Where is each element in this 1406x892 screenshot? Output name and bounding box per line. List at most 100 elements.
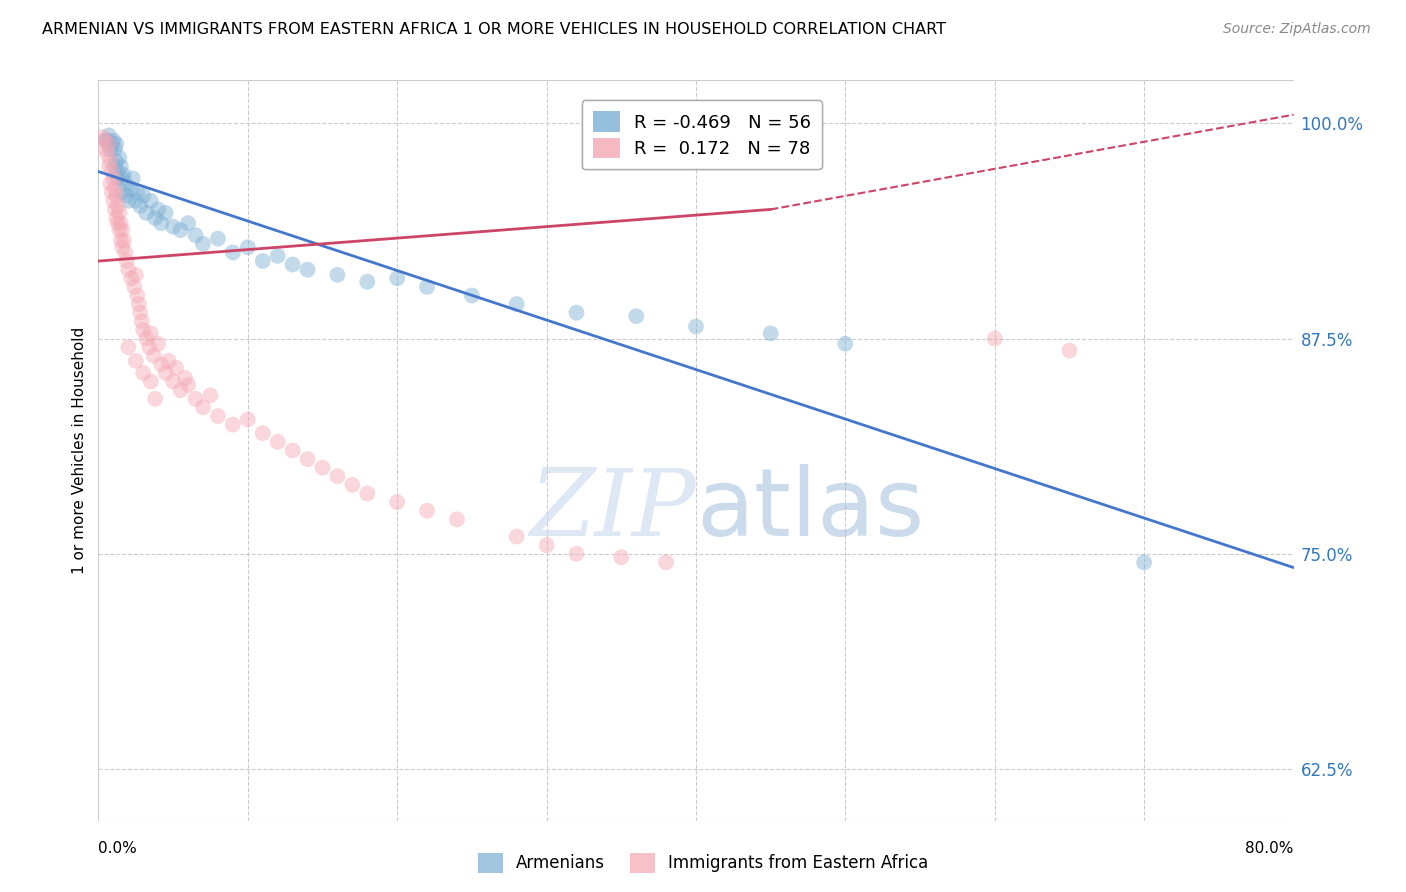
Point	[114, 245, 136, 260]
Point	[125, 194, 148, 208]
Point	[96, 147, 118, 161]
Point	[108, 151, 131, 165]
Point	[98, 154, 122, 169]
Point	[121, 171, 143, 186]
Point	[297, 452, 319, 467]
Point	[150, 216, 173, 230]
Point	[626, 309, 648, 323]
Point	[112, 234, 135, 248]
Point	[162, 375, 184, 389]
Point	[236, 240, 259, 254]
Point	[169, 223, 191, 237]
Point	[127, 185, 149, 199]
Point	[101, 136, 124, 151]
Point	[150, 357, 173, 371]
Point	[1059, 343, 1081, 358]
Point	[655, 555, 678, 569]
Point	[342, 478, 364, 492]
Point	[125, 354, 148, 368]
Point	[105, 136, 128, 151]
Point	[127, 288, 149, 302]
Point	[281, 258, 304, 272]
Point	[96, 134, 118, 148]
Y-axis label: 1 or more Vehicles in Household: 1 or more Vehicles in Household	[72, 326, 87, 574]
Point	[125, 268, 148, 282]
Point	[165, 360, 187, 375]
Point	[107, 216, 129, 230]
Point	[281, 443, 304, 458]
Point	[311, 460, 333, 475]
Point	[139, 194, 162, 208]
Point	[200, 388, 222, 402]
Point	[120, 271, 142, 285]
Point	[207, 409, 229, 423]
Point	[169, 383, 191, 397]
Point	[105, 154, 128, 169]
Point	[110, 216, 132, 230]
Text: Source: ZipAtlas.com: Source: ZipAtlas.com	[1223, 22, 1371, 37]
Point	[834, 336, 856, 351]
Point	[108, 223, 131, 237]
Point	[267, 249, 290, 263]
Point	[506, 297, 529, 311]
Point	[356, 486, 378, 500]
Point	[98, 177, 122, 191]
Point	[138, 340, 160, 354]
Point	[128, 297, 150, 311]
Point	[104, 160, 127, 174]
Point	[91, 130, 114, 145]
Point	[132, 366, 155, 380]
Point	[184, 392, 207, 406]
Point	[110, 160, 132, 174]
Point	[461, 288, 484, 302]
Point	[111, 185, 134, 199]
Point	[326, 469, 349, 483]
Point	[157, 354, 180, 368]
Point	[139, 326, 162, 341]
Point	[111, 240, 134, 254]
Point	[416, 280, 439, 294]
Point	[610, 550, 633, 565]
Point	[267, 434, 290, 449]
Point	[117, 340, 139, 354]
Point	[111, 223, 134, 237]
Point	[103, 134, 125, 148]
Text: ZIP: ZIP	[529, 465, 696, 555]
Point	[104, 142, 127, 156]
Point	[107, 171, 129, 186]
Point	[124, 280, 146, 294]
Point	[97, 128, 120, 143]
Point	[416, 504, 439, 518]
Point	[129, 306, 152, 320]
Point	[162, 219, 184, 234]
Text: ARMENIAN VS IMMIGRANTS FROM EASTERN AFRICA 1 OR MORE VEHICLES IN HOUSEHOLD CORRE: ARMENIAN VS IMMIGRANTS FROM EASTERN AFRI…	[42, 22, 946, 37]
Point	[105, 188, 128, 202]
Text: 0.0%: 0.0%	[98, 841, 138, 856]
Point	[111, 171, 134, 186]
Point	[385, 271, 409, 285]
Point	[135, 332, 157, 346]
Point	[139, 375, 162, 389]
Point	[759, 326, 782, 341]
Point	[112, 168, 135, 182]
Point	[97, 136, 120, 151]
Point	[191, 401, 214, 415]
Point	[107, 199, 129, 213]
Point	[143, 392, 166, 406]
Text: atlas: atlas	[696, 464, 924, 556]
Point	[103, 171, 125, 186]
Point	[236, 412, 259, 426]
Text: 80.0%: 80.0%	[1246, 841, 1294, 856]
Point	[155, 366, 177, 380]
Point	[191, 236, 214, 251]
Legend: R = -0.469   N = 56, R =  0.172   N = 78: R = -0.469 N = 56, R = 0.172 N = 78	[582, 101, 823, 169]
Point	[98, 142, 122, 156]
Point	[326, 268, 349, 282]
Point	[120, 182, 142, 196]
Point	[129, 199, 152, 213]
Point	[222, 417, 245, 432]
Point	[506, 530, 529, 544]
Point	[107, 164, 129, 178]
Point	[132, 188, 155, 202]
Legend: Armenians, Immigrants from Eastern Africa: Armenians, Immigrants from Eastern Afric…	[471, 847, 935, 880]
